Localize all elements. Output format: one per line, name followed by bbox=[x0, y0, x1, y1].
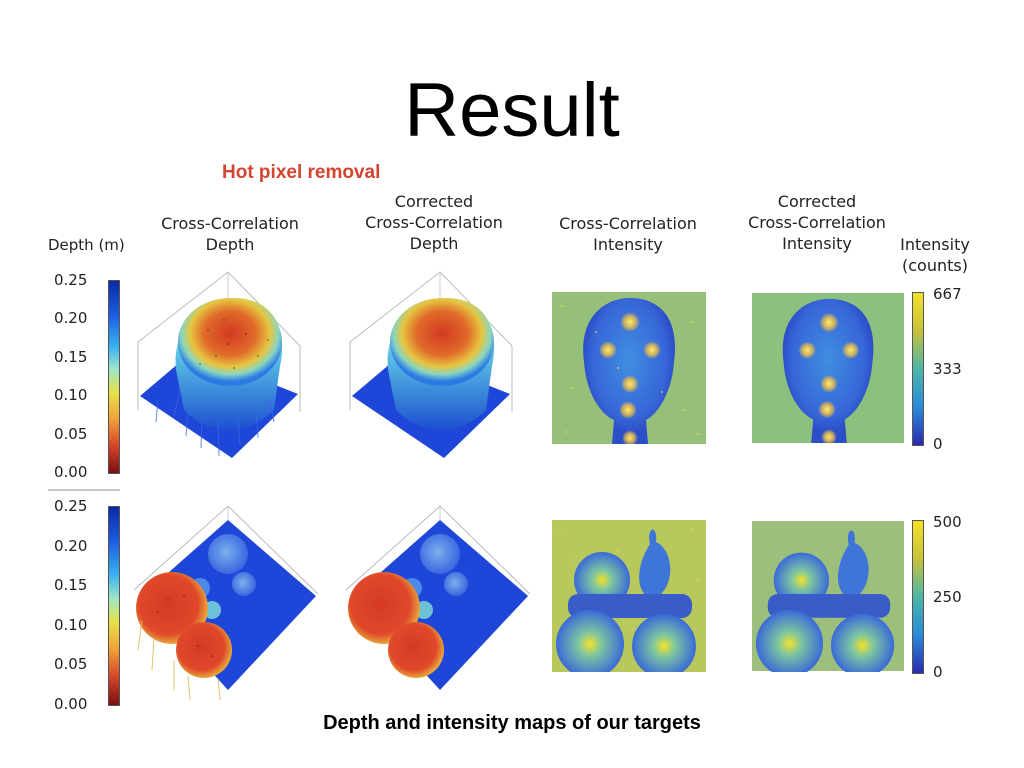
column-header-line: Intensity bbox=[782, 234, 852, 253]
colorbar-tick-label: 0.20 bbox=[54, 309, 88, 328]
colorbar-tick-label: 0.00 bbox=[54, 463, 88, 481]
orange-left-shape bbox=[755, 609, 824, 672]
fruit-depth-corrected-plot bbox=[345, 505, 531, 690]
pear-blob bbox=[420, 534, 460, 574]
base-plane bbox=[142, 520, 316, 690]
face-top bbox=[178, 298, 282, 386]
colorbar-tick-label: 0 bbox=[933, 435, 943, 453]
column-header-line: Depth bbox=[409, 234, 459, 253]
colorbar-tick-label: 500 bbox=[933, 513, 962, 531]
intensity-colorbar-row1 bbox=[912, 292, 924, 446]
colorbar-tick-label: 667 bbox=[933, 285, 962, 303]
column-header-line: Cross-Correlation bbox=[559, 214, 697, 233]
column-header-line: Intensity bbox=[593, 235, 663, 254]
hot-pixel-spikes bbox=[137, 619, 221, 701]
orange-left-shape bbox=[556, 610, 624, 672]
fruit-intensity-corrected-map bbox=[752, 520, 904, 672]
colorbar-tick-label: 0.10 bbox=[54, 386, 88, 405]
intensity-colorbar-label: Intensity (counts) bbox=[890, 234, 980, 276]
column-header-line: Corrected bbox=[394, 192, 474, 211]
slide-title: Result bbox=[404, 68, 620, 153]
hot-pixel-noise bbox=[561, 305, 699, 435]
column-header-corrected-cc-depth: Corrected Cross-Correlation Depth bbox=[352, 191, 516, 254]
intensity-label-line: (counts) bbox=[902, 256, 968, 275]
fruit-depth-plot bbox=[133, 505, 319, 701]
colorbar-tick-label: 0.25 bbox=[54, 497, 88, 515]
depth-colorbar-row2 bbox=[108, 506, 120, 706]
orange-right-shape bbox=[632, 614, 696, 672]
column-header-corrected-cc-intensity: Corrected Cross-Correlation Intensity bbox=[735, 191, 899, 254]
depth-colorbar-row1 bbox=[108, 280, 120, 474]
face-depth-corrected-plot bbox=[349, 271, 513, 458]
pear-blob bbox=[208, 534, 248, 574]
column-header-line: Cross-Correlation bbox=[161, 214, 299, 233]
colorbar-tick-label: 0.15 bbox=[54, 576, 88, 595]
column-header-cc-intensity: Cross-Correlation Intensity bbox=[546, 213, 710, 255]
column-header-line: Corrected bbox=[777, 192, 857, 211]
colorbar-tick-label: 333 bbox=[933, 360, 962, 379]
face-shape bbox=[583, 298, 675, 444]
colorbar-tick-label: 0.20 bbox=[54, 536, 88, 555]
face-depth-plot bbox=[137, 271, 301, 458]
noise-dots bbox=[199, 319, 269, 369]
face-shape bbox=[782, 298, 874, 444]
pear-shape bbox=[639, 529, 671, 599]
intensity-colorbar-row2 bbox=[912, 520, 924, 674]
face-intensity-map bbox=[552, 292, 706, 444]
colorbar-tick-label: 0.10 bbox=[54, 615, 88, 634]
column-header-line: Depth bbox=[205, 235, 255, 254]
orange-blob bbox=[176, 622, 232, 678]
colorbar-tick-label: 0.15 bbox=[54, 347, 88, 366]
colorbar-tick-label: 0.00 bbox=[54, 695, 88, 713]
fruit-intensity-map bbox=[552, 520, 706, 672]
colorbar-tick-label: 0.25 bbox=[54, 271, 88, 289]
pear-shape bbox=[838, 530, 869, 599]
hot-pixel-spikes bbox=[155, 389, 275, 457]
colorbar-tick-label: 0.05 bbox=[54, 424, 88, 443]
orange-right-shape bbox=[830, 613, 895, 672]
row-divider bbox=[48, 489, 120, 491]
column-header-line: Cross-Correlation bbox=[365, 213, 503, 232]
face-top bbox=[390, 298, 494, 386]
base-plane bbox=[354, 520, 528, 690]
depth-colorbar-label: Depth (m) bbox=[48, 236, 125, 254]
hot-pixel-subtitle: Hot pixel removal bbox=[222, 162, 381, 183]
colorbar-tick-label: 0 bbox=[933, 663, 943, 681]
intensity-label-line: Intensity bbox=[900, 235, 970, 254]
column-header-line: Cross-Correlation bbox=[748, 213, 886, 232]
colorbar-tick-label: 0.05 bbox=[54, 655, 88, 674]
orange-blob bbox=[388, 622, 444, 678]
figure-caption: Depth and intensity maps of our targets bbox=[323, 712, 701, 734]
colorbar-tick-label: 250 bbox=[933, 588, 962, 606]
face-intensity-corrected-map bbox=[752, 292, 904, 444]
column-header-cc-depth: Cross-Correlation Depth bbox=[148, 213, 312, 255]
